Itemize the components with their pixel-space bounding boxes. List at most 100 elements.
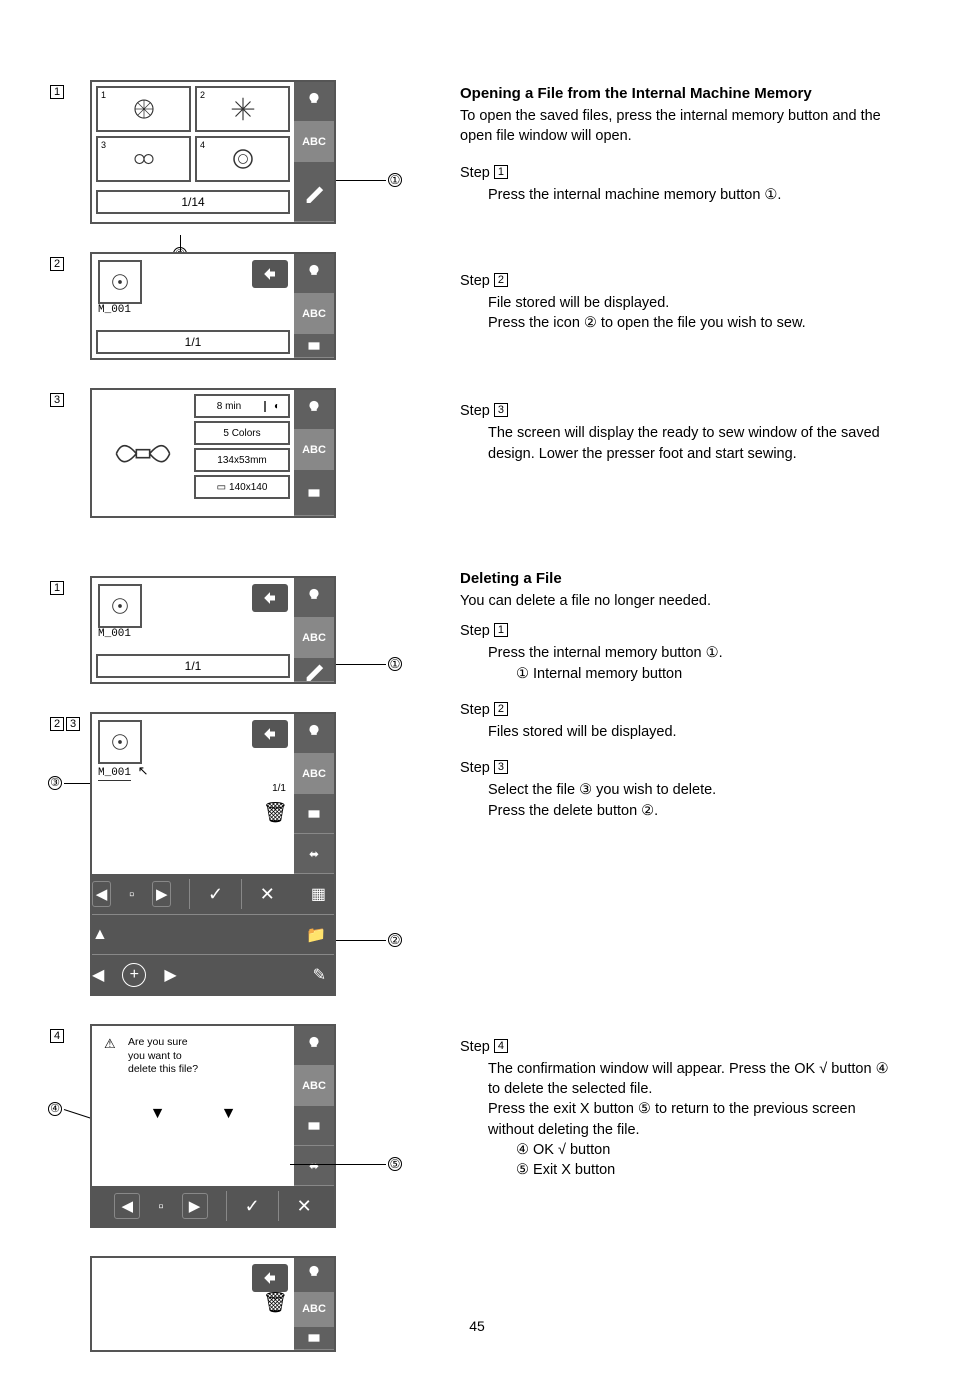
pager[interactable]: 1/14 [96,190,290,214]
slider-icon[interactable]: ⬌ [294,1146,334,1186]
x-icon[interactable]: ✕ [260,884,275,905]
screen-b5-row: 🗑 ABC [50,1256,430,1352]
abc-icon[interactable]: ABC [294,618,334,658]
trash-icon[interactable]: 🗑 [263,1290,288,1315]
abc-icon[interactable]: ABC [294,1066,334,1106]
pager-b1[interactable]: 1/1 [96,654,290,678]
edit-icon[interactable] [294,1026,334,1066]
abc-icon[interactable]: ABC [294,294,334,334]
right-column: Opening a File from the Internal Machine… [460,80,904,1380]
next-icon[interactable]: ▶ [152,881,171,907]
edit-icon[interactable] [294,1258,334,1293]
info-time: 8 min [196,401,262,412]
pager-2[interactable]: 1/1 [96,330,290,354]
callout-b5: ⑤ [388,1157,402,1171]
abc-icon[interactable]: ABC [294,1293,334,1328]
dialog-text: ⚠ Are you sure you want to delete this f… [92,1026,294,1101]
screen-edit-file: M_001 ↖ 1/1 🗑 ABC ⬌ ◀ ▫ [90,712,336,996]
info-size: 134x53mm [194,448,290,472]
box-icon[interactable]: ▫ [129,881,134,907]
confirm-toolbar: ◀ ▫ ▶ ✓ ✕ [92,1186,334,1226]
usb-icon[interactable] [294,334,334,358]
step-a1-label: Step 1 [460,165,904,181]
edit-icon[interactable] [294,390,334,430]
pager-b2: 1/1 [92,783,294,794]
toolbar-1: ◀ ▫ ▶ ✓ ✕ ▦ [92,874,334,914]
screen-ready-sew: 8 min◐ 5 Colors 134x53mm ▭140x140 ABC [90,388,336,518]
design-cell-1[interactable]: 1 [96,86,191,132]
plus-icon[interactable]: + [122,963,146,987]
screen-empty: 🗑 ABC [90,1256,336,1352]
tag-3: 3 [50,393,64,407]
usb-icon[interactable] [294,1327,334,1350]
usb-icon[interactable] [294,470,334,516]
edit-icon[interactable] [294,254,334,294]
edit-icon[interactable] [294,82,334,122]
memory-icon[interactable] [294,658,334,682]
callout-b3: ③ [48,776,62,790]
ok-icon[interactable]: ✓ [208,884,223,905]
down-icon-1[interactable]: ▼ [150,1105,166,1123]
file-name-b2[interactable]: M_001 ↖ [92,764,294,781]
trash-icon[interactable]: 🗑 [263,800,288,825]
screen-confirm-delete: ⚠ Are you sure you want to delete this f… [90,1024,336,1228]
edit-icon[interactable] [294,714,334,754]
prev-icon[interactable]: ◀ [92,881,111,907]
pen-icon[interactable]: ✎ [313,965,326,985]
info-hoop: ▭140x140 [194,475,290,499]
file-thumb-b2[interactable] [98,720,142,764]
down-icon-2[interactable]: ▼ [221,1105,237,1123]
flower-icon [109,271,131,293]
prev-icon[interactable]: ◀ [114,1193,140,1219]
back-icon[interactable] [252,260,288,288]
heading-deleting: Deleting a File [460,570,904,587]
callout-1: ① [388,173,402,187]
design-cell-2[interactable]: 2 [195,86,290,132]
edit-icon[interactable] [294,578,334,618]
info-colors: 5 Colors [194,421,290,445]
up-icon[interactable]: ▲ [92,926,108,944]
abc-icon[interactable]: ABC [294,430,334,470]
step-b1-label: Step 1 [460,623,904,639]
floral-icon [129,94,159,124]
file-thumb-1[interactable] [98,260,142,304]
design-cell-4[interactable]: 4 [195,136,290,182]
design-cell-3[interactable]: 3 [96,136,191,182]
right-icon[interactable]: ▶ [164,965,176,985]
ok-check-icon[interactable]: ✓ [245,1196,260,1217]
abc-icon[interactable]: ABC [294,122,334,162]
abc-icon[interactable]: ABC [294,754,334,794]
slider-icon[interactable]: ⬌ [294,834,334,874]
memory-icon[interactable] [294,162,334,222]
file-name-b1: M_001 [92,628,294,640]
grid-icon[interactable]: ▦ [311,884,326,904]
step-b4-sub1: ④ OK √ button [460,1140,904,1160]
folder-icon[interactable]: 📁 [306,925,326,945]
step-b3-body2: Press the delete button ②. [460,801,904,821]
tag-1: 1 [50,85,64,99]
usb-icon[interactable] [294,794,334,834]
side-panel: ABC [294,82,334,222]
file-thumb-b1[interactable] [98,584,142,628]
back-icon[interactable] [252,584,288,612]
intro-b: You can delete a file no longer needed. [460,591,904,611]
left-icon[interactable]: ◀ [92,965,104,985]
snowflake-icon [228,94,258,124]
toolbar-2: ▲ 📁 [92,914,334,954]
screen-a3-row: 3 8 min◐ 5 Colors 134x53mm ▭140x140 [50,388,430,518]
exit-x-icon[interactable]: ✕ [297,1196,312,1217]
tag-b1: 1 [50,581,64,595]
callout-b2: ② [388,933,402,947]
step-a3-label: Step 3 [460,403,904,419]
tag-2: 2 [50,257,64,271]
screen-b23-row: 23 ③ M_001 ↖ [50,712,430,996]
screen-file-list-b1: M_001 1/1 ABC [90,576,336,684]
back-icon[interactable] [252,720,288,748]
screen-a2-row: 2 M_001 1/1 ABC [50,252,430,360]
screen-design-select: 1 2 3 4 1/14 ABC [90,80,336,224]
next-icon[interactable]: ▶ [182,1193,208,1219]
step-b1-body: Press the internal memory button ①. [460,643,904,663]
step-b4-body2: Press the exit X button ⑤ to return to t… [460,1099,904,1140]
usb-icon[interactable] [294,1106,334,1146]
back-icon[interactable] [252,1264,288,1292]
